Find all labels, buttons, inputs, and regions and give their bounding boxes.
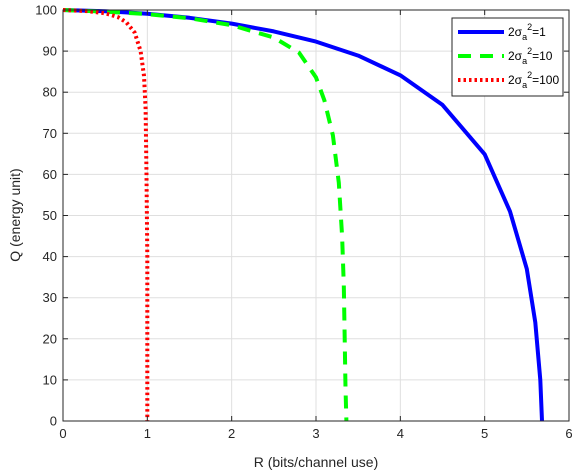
legend-label-part: =100 [532, 73, 559, 87]
legend-label-part: 2σ [508, 73, 523, 87]
legend-label-part: a [522, 56, 527, 66]
y-tick-label: 30 [43, 290, 57, 305]
x-tick-label: 2 [228, 426, 235, 441]
series-line-3 [62, 8, 150, 421]
y-tick-label: 0 [50, 414, 57, 429]
y-tick-label: 90 [43, 44, 57, 59]
x-tick-label: 5 [481, 426, 488, 441]
legend-label-part: 2σ [508, 25, 523, 39]
y-tick-label: 70 [43, 126, 57, 141]
y-tick-label: 60 [43, 167, 57, 182]
x-axis-label: R (bits/channel use) [254, 454, 379, 470]
legend-label-part: 2σ [508, 49, 523, 63]
y-tick-label: 20 [43, 331, 57, 346]
legend-label-part: 2 [527, 22, 532, 32]
legend-label-part: a [522, 32, 527, 42]
series-lines [62, 8, 544, 422]
y-tick-label: 40 [43, 249, 57, 264]
legend-label-part: 2 [527, 70, 532, 80]
y-axis-label: Q (energy unit) [7, 168, 23, 261]
series-line-2 [62, 8, 349, 422]
legend-label-part: =10 [532, 49, 553, 63]
legend-label-2: 2σa2=10 [508, 46, 553, 66]
y-tick-label: 80 [43, 85, 57, 100]
y-tick-label: 50 [43, 208, 57, 223]
legend-label-1: 2σa2=1 [508, 22, 546, 42]
y-tick-label: 100 [35, 3, 57, 18]
x-tick-label: 4 [397, 426, 404, 441]
x-tick-label: 3 [312, 426, 319, 441]
legend-label-part: a [522, 80, 527, 90]
y-tick-label: 10 [43, 372, 57, 387]
x-tick-label: 6 [565, 426, 572, 441]
x-tick-label: 0 [59, 426, 66, 441]
legend-label-part: =1 [532, 25, 546, 39]
legend-label-part: 2 [527, 46, 532, 56]
x-tick-label: 1 [144, 426, 151, 441]
series-line-1 [62, 8, 544, 422]
legend-label-3: 2σa2=100 [508, 70, 559, 90]
